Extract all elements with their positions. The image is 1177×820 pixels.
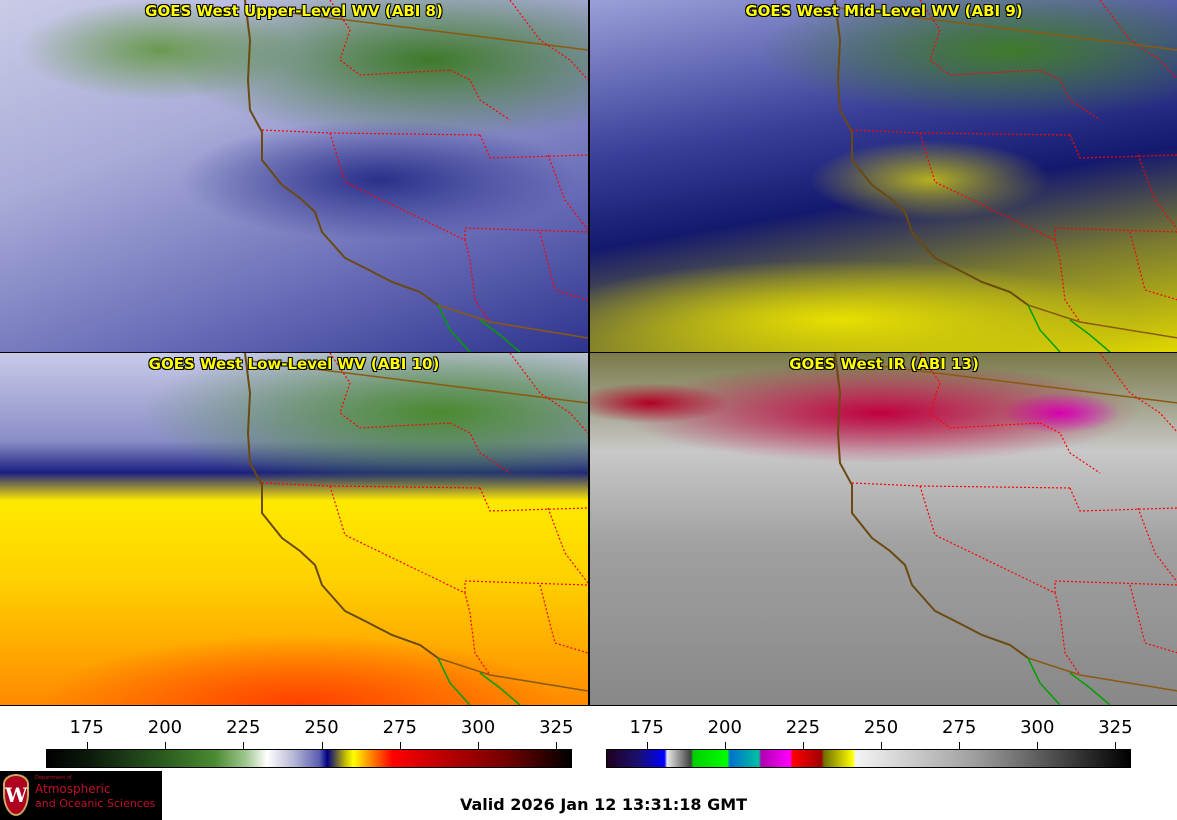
- colorbar-tick-label: 300: [460, 717, 496, 738]
- colorbar-tick: [478, 742, 480, 749]
- colorbar-tick-label: 175: [69, 717, 104, 738]
- state-borders-overlay: [834, 353, 1177, 705]
- colorbar-tick: [724, 742, 726, 749]
- colorbar-tick-label: 225: [785, 717, 821, 738]
- ir-colorbar: [606, 749, 1131, 768]
- colorbar-tick-label: 250: [304, 717, 339, 738]
- colorbar-tick-label: 275: [382, 717, 417, 738]
- panel-mid-level-wv: GOES West Mid-Level WV (ABI 9): [590, 0, 1177, 352]
- logo-line1: Department of: [35, 775, 72, 781]
- colorbar-tick: [399, 742, 401, 749]
- state-borders-overlay: [244, 0, 588, 352]
- colorbar-tick-label: 300: [1020, 717, 1055, 738]
- logo-line3: and Oceanic Sciences: [35, 797, 156, 810]
- colorbar-tick-label: 175: [629, 717, 664, 738]
- colorbar-tick-label: 325: [539, 717, 574, 738]
- panel-divider-horizontal: [0, 352, 1177, 353]
- panel-low-level-wv: GOES West Low-Level WV (ABI 10): [0, 353, 588, 705]
- uw-crest-icon: W: [3, 774, 29, 816]
- colorbar-tick-label: 200: [707, 717, 742, 738]
- aos-logo: W Department of Atmospheric and Oceanic …: [0, 771, 162, 820]
- colorbar-tick: [86, 742, 88, 749]
- colorbar-tick: [556, 742, 558, 749]
- valid-time: Valid 2026 Jan 12 13:31:18 GMT: [459, 795, 748, 814]
- colorbar-tick: [321, 742, 323, 749]
- panel-ir: GOES West IR (ABI 13): [590, 353, 1177, 705]
- panel-title: GOES West Upper-Level WV (ABI 8): [145, 2, 443, 20]
- wv-colorbar: [46, 749, 572, 768]
- panel-upper-level-wv: GOES West Upper-Level WV (ABI 8): [0, 0, 588, 352]
- colorbar-tick: [1037, 742, 1039, 749]
- state-borders-overlay: [244, 353, 588, 705]
- colorbar-tick-label: 225: [226, 717, 261, 738]
- colorbar-tick: [959, 742, 961, 749]
- colorbar-tick: [243, 742, 245, 749]
- panel-title: GOES West Low-Level WV (ABI 10): [148, 355, 440, 373]
- colorbar-tick-label: 200: [147, 717, 183, 738]
- panel-title: GOES West Mid-Level WV (ABI 9): [745, 2, 1023, 20]
- colorbar-tick-label: 250: [863, 717, 899, 738]
- panel-title: GOES West IR (ABI 13): [789, 355, 979, 373]
- panel-bottom-border: [0, 705, 1177, 706]
- logo-line2: Atmospheric: [35, 782, 111, 796]
- colorbar-tick: [1115, 742, 1117, 749]
- colorbar-tick: [164, 742, 166, 749]
- colorbar-tick: [881, 742, 882, 749]
- colorbar-tick-label: 325: [1098, 717, 1133, 738]
- colorbar-tick-label: 275: [941, 717, 977, 738]
- state-borders-overlay: [834, 0, 1177, 352]
- colorbar-tick: [802, 742, 804, 749]
- colorbar-tick: [646, 742, 648, 749]
